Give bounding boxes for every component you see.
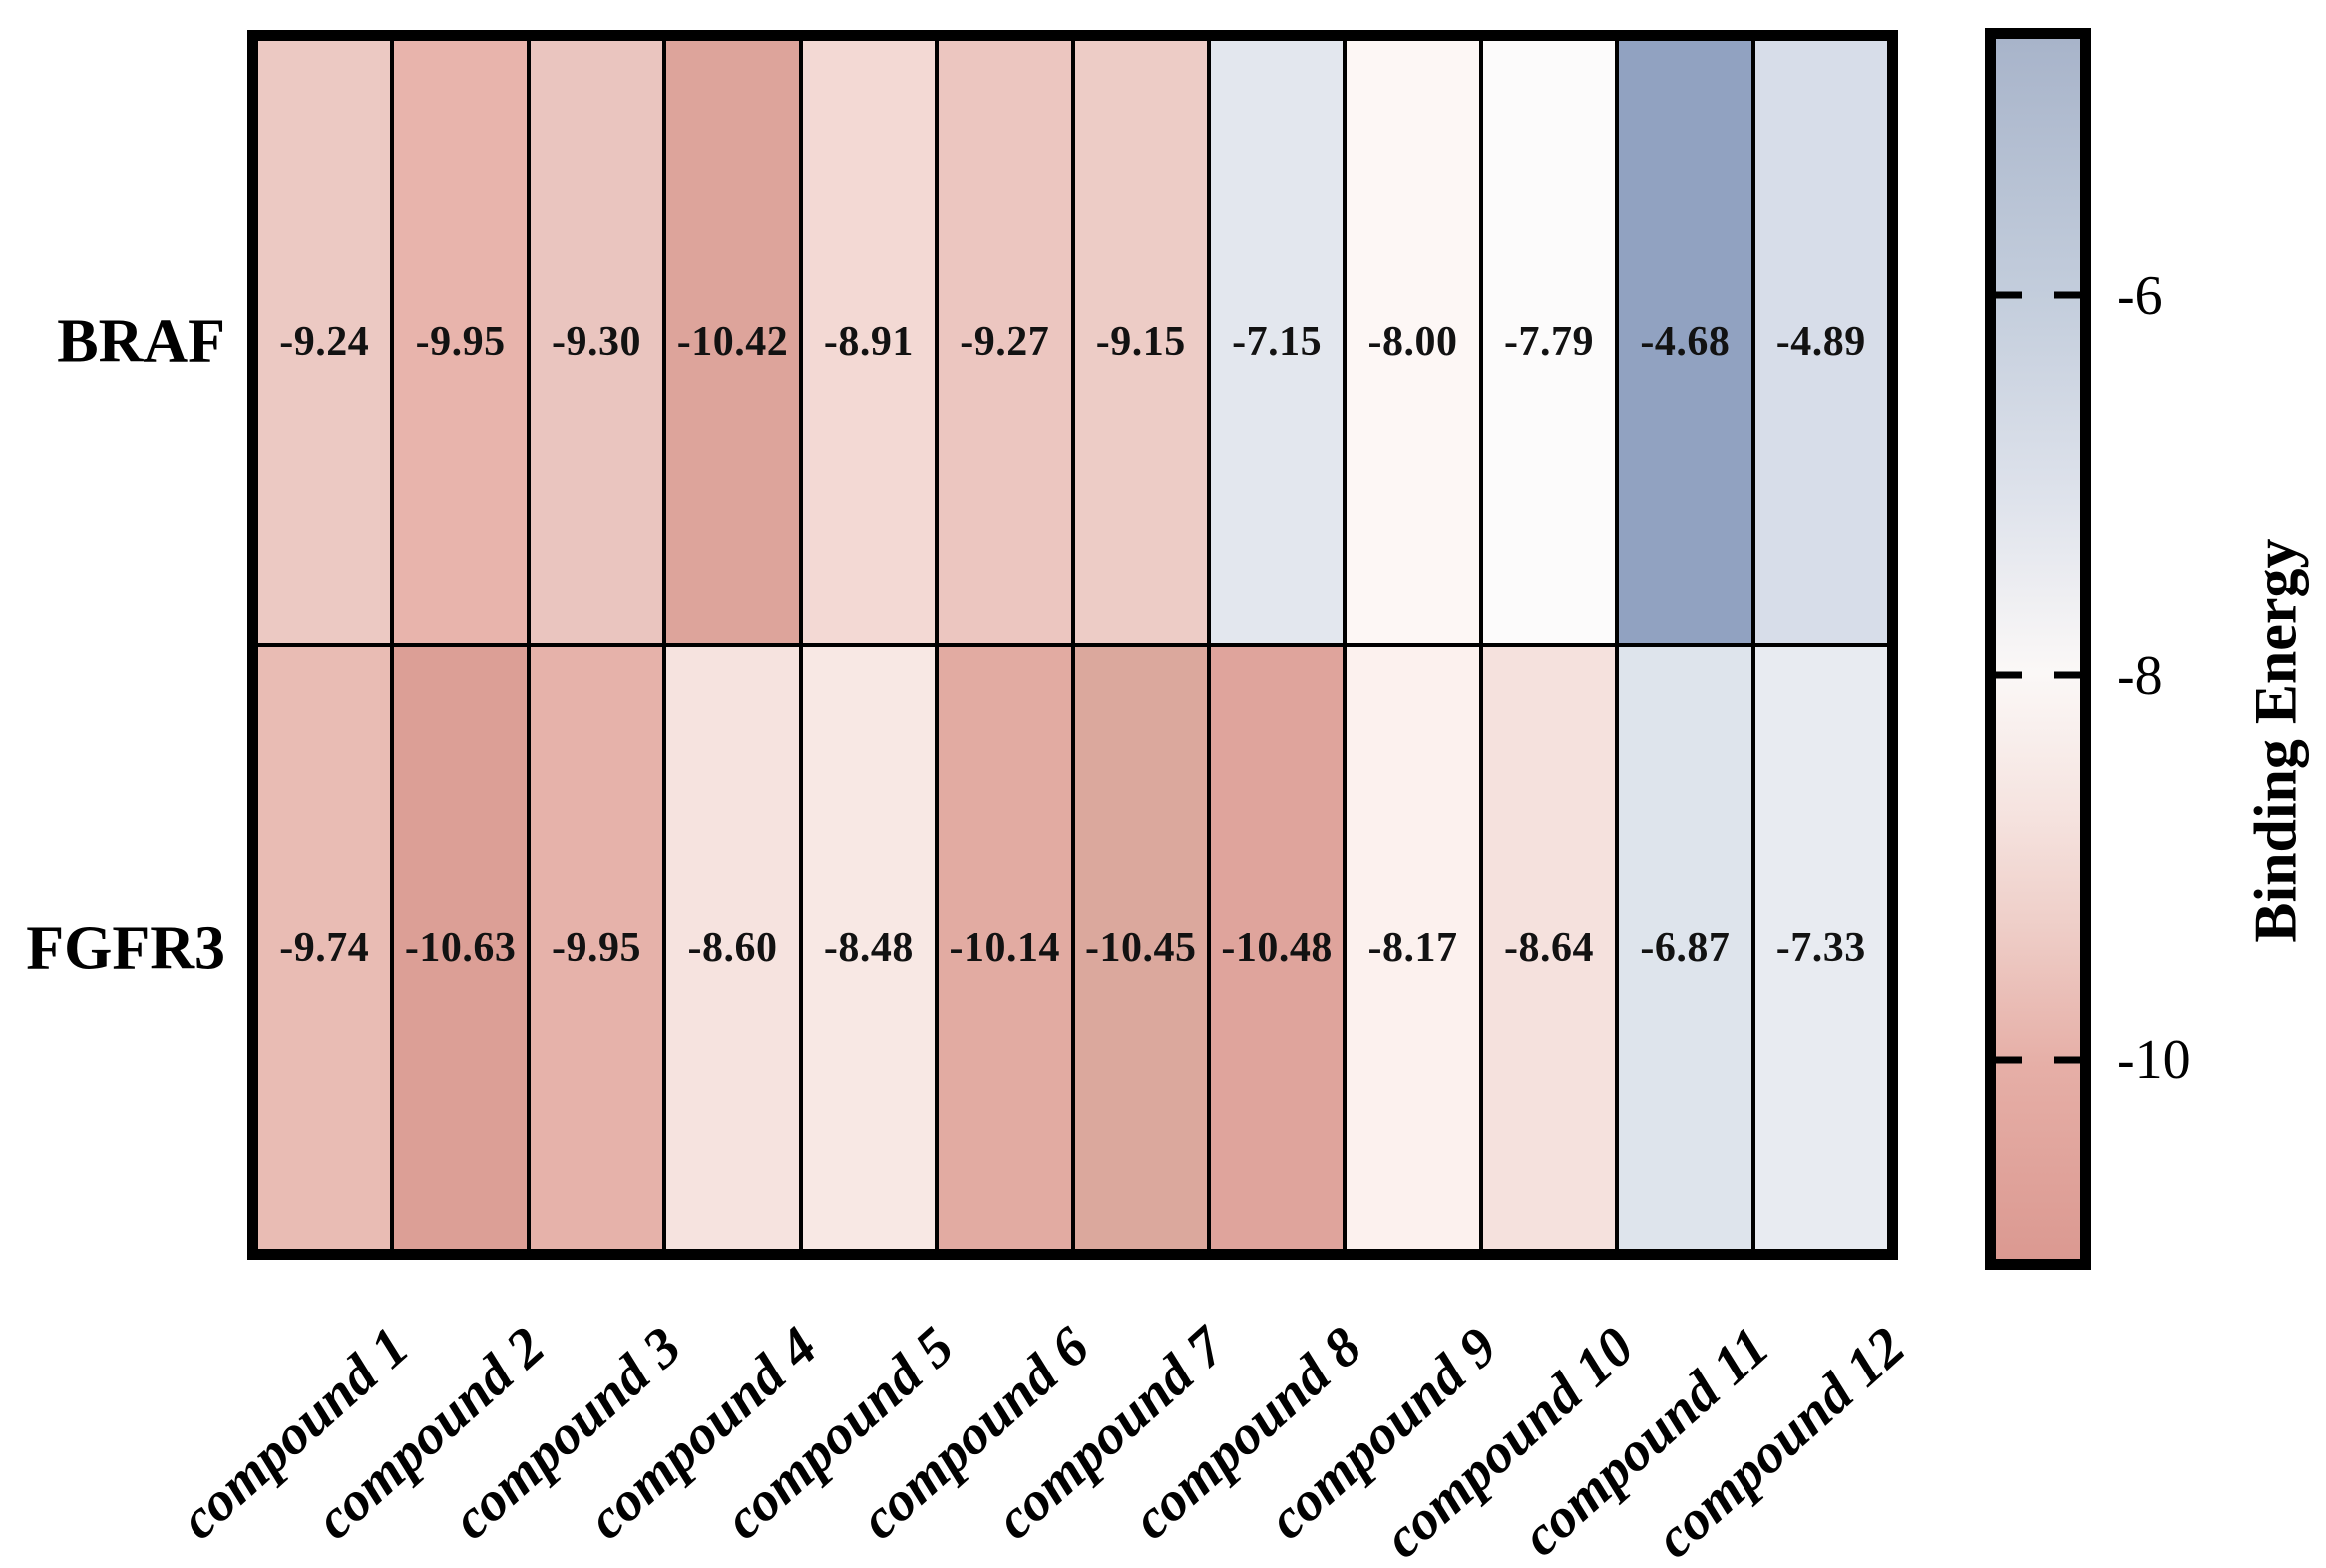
colorbar-tick-label: -10	[2117, 1029, 2191, 1091]
heatmap-cell: -10.14	[939, 646, 1071, 1249]
heatmap-cell: -10.45	[1074, 646, 1207, 1249]
heatmap-cell: -8.91	[802, 41, 936, 643]
colorbar	[1985, 28, 2091, 1270]
row-label-fgfr3: FGFR3	[26, 914, 225, 982]
colorbar-title: Binding Energy	[2242, 538, 2309, 943]
heatmap-cell: -4.89	[1754, 41, 1887, 643]
heatmap-cell: -6.87	[1619, 646, 1751, 1249]
heatmap-cell: -7.79	[1482, 41, 1616, 643]
heatmap-cell: -8.64	[1482, 646, 1616, 1249]
heatmap-cell: -9.24	[258, 41, 391, 643]
heatmap-cell: -10.48	[1210, 646, 1344, 1249]
heatmap-cell: -9.30	[530, 41, 663, 643]
colorbar-tick-mark	[2054, 291, 2080, 299]
heatmap-cell: -10.42	[666, 41, 799, 643]
colorbar-gradient	[1996, 39, 2080, 1259]
colorbar-tick-mark	[2054, 1056, 2080, 1064]
heatmap-cell: -4.68	[1619, 41, 1751, 643]
heatmap: -9.24 -9.95 -9.30 -10.42 -8.91 -9.27 -9.…	[247, 30, 1898, 1260]
heatmap-cell: -7.33	[1754, 646, 1887, 1249]
heatmap-cell: -8.48	[802, 646, 936, 1249]
heatmap-cell: -8.17	[1347, 646, 1479, 1249]
heatmap-cell: -9.27	[939, 41, 1071, 643]
heatmap-cell: -8.00	[1347, 41, 1479, 643]
heatmap-cell: -9.95	[394, 41, 527, 643]
row-label-braf: BRAF	[57, 307, 225, 376]
colorbar-tick-mark	[1996, 671, 2022, 679]
colorbar-tick-mark	[1996, 1056, 2022, 1064]
colorbar-tick-label: -8	[2117, 645, 2163, 707]
colorbar-tick-mark	[2054, 671, 2080, 679]
heatmap-cell: -7.15	[1210, 41, 1344, 643]
colorbar-tick-mark	[1996, 291, 2022, 299]
heatmap-cell: -9.74	[258, 646, 391, 1249]
heatmap-cell: -8.60	[666, 646, 799, 1249]
heatmap-cell: -9.15	[1074, 41, 1207, 643]
heatmap-cell: -9.95	[530, 646, 663, 1249]
heatmap-cell: -10.63	[394, 646, 527, 1249]
colorbar-tick-label: -6	[2117, 265, 2163, 327]
